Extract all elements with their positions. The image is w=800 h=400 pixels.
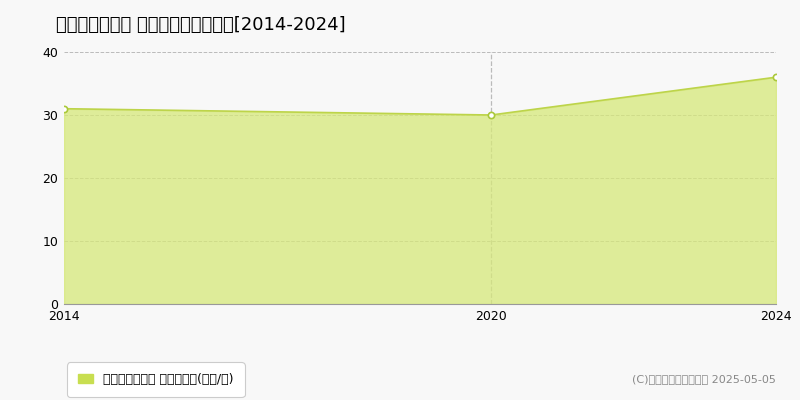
Text: 富田林市清水町 マンション価格推移[2014-2024]: 富田林市清水町 マンション価格推移[2014-2024] bbox=[56, 16, 346, 34]
Text: (C)土地価格ドットコム 2025-05-05: (C)土地価格ドットコム 2025-05-05 bbox=[632, 374, 776, 384]
Legend: マンション価格 平均坪単価(万円/坪): マンション価格 平均坪単価(万円/坪) bbox=[70, 366, 241, 394]
